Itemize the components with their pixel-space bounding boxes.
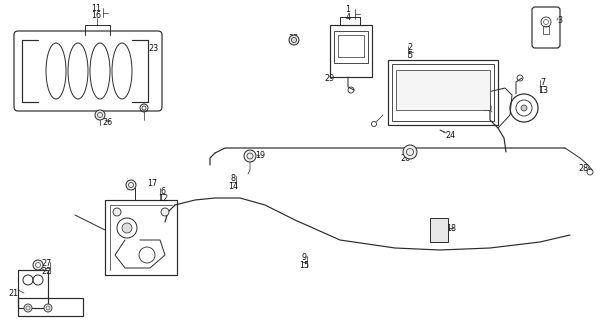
Bar xyxy=(338,35,364,57)
Bar xyxy=(430,218,448,242)
Bar xyxy=(543,26,549,34)
Text: 15: 15 xyxy=(299,261,309,270)
Text: 28: 28 xyxy=(578,164,588,172)
Bar xyxy=(388,60,498,125)
Text: 13: 13 xyxy=(538,85,548,94)
Text: 4: 4 xyxy=(345,12,351,21)
Circle shape xyxy=(244,150,256,162)
Text: 20: 20 xyxy=(400,154,410,163)
Text: 6: 6 xyxy=(161,187,166,196)
Circle shape xyxy=(122,223,132,233)
Text: 2: 2 xyxy=(408,43,412,52)
Text: 17: 17 xyxy=(147,179,157,188)
Text: 26: 26 xyxy=(102,117,112,126)
Text: 16: 16 xyxy=(91,11,101,20)
Text: 7: 7 xyxy=(541,77,546,86)
Text: 27: 27 xyxy=(41,259,51,268)
Text: 10: 10 xyxy=(482,103,492,113)
Text: 18: 18 xyxy=(446,223,456,233)
Text: 14: 14 xyxy=(228,181,238,190)
Text: 25: 25 xyxy=(289,34,299,43)
Text: 8: 8 xyxy=(230,173,235,182)
Text: 11: 11 xyxy=(91,4,101,12)
Bar xyxy=(334,31,368,63)
Bar xyxy=(18,298,83,316)
Bar xyxy=(18,270,48,308)
Circle shape xyxy=(95,110,105,120)
Circle shape xyxy=(521,105,527,111)
Text: 12: 12 xyxy=(158,194,168,203)
Text: 5: 5 xyxy=(408,51,412,60)
Circle shape xyxy=(24,304,32,312)
Bar xyxy=(392,64,494,121)
Text: 3: 3 xyxy=(557,15,563,25)
Text: 21: 21 xyxy=(8,289,18,298)
Bar xyxy=(330,25,372,77)
Circle shape xyxy=(289,35,299,45)
Text: 24: 24 xyxy=(445,131,455,140)
Circle shape xyxy=(161,208,169,216)
Text: 23: 23 xyxy=(148,44,158,52)
Text: 1: 1 xyxy=(345,4,351,13)
Text: 29: 29 xyxy=(325,74,335,83)
Bar xyxy=(396,70,490,110)
Circle shape xyxy=(113,208,121,216)
Circle shape xyxy=(33,260,43,270)
Circle shape xyxy=(44,304,52,312)
Text: 9: 9 xyxy=(301,253,307,262)
Text: 22: 22 xyxy=(41,267,51,276)
Circle shape xyxy=(126,180,136,190)
Circle shape xyxy=(403,145,417,159)
Text: 19: 19 xyxy=(255,150,265,159)
